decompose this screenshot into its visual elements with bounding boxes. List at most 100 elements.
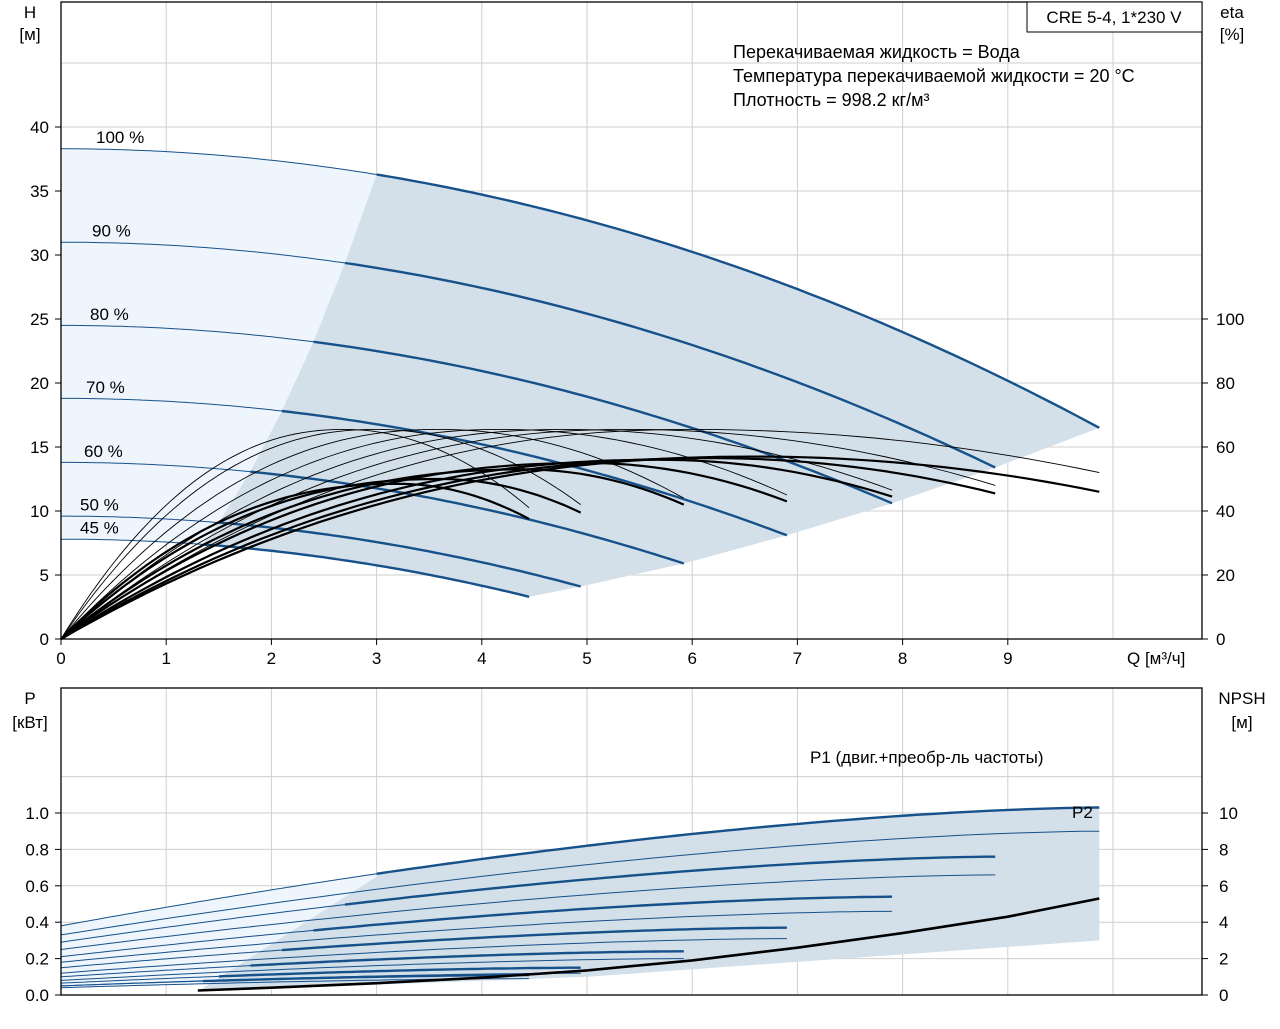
p1-curve-thin: [60, 904, 346, 943]
eta-tick-label: 100: [1216, 310, 1244, 329]
y-tick-label: 5: [40, 566, 49, 585]
head-curve-thin: [61, 397, 282, 412]
speed-label: 80 %: [90, 305, 129, 324]
x-tick-label: 9: [1003, 649, 1012, 668]
p1-curve-bold: [344, 855, 996, 906]
y-tick-label: 15: [30, 438, 49, 457]
speed-label: 45 %: [80, 519, 119, 538]
p-axis-unit: [кВт]: [12, 713, 47, 732]
head-curve-thin: [61, 461, 251, 473]
x-tick-label: 3: [372, 649, 381, 668]
x-tick-label: 2: [267, 649, 276, 668]
npsh-tick-label: 8: [1219, 840, 1228, 859]
head-curve-bold: [344, 261, 996, 469]
p-tick-label: 0.4: [25, 913, 49, 932]
p1-curve-bold: [218, 966, 581, 978]
bottom-plot-frame: [60, 687, 1203, 996]
y-tick-label: 10: [30, 502, 49, 521]
eta-tick-label: 0: [1216, 630, 1225, 649]
y-tick-label: 30: [30, 246, 49, 265]
x-tick-label: 1: [161, 649, 170, 668]
npsh-tick-label: 6: [1219, 877, 1228, 896]
efficiency-curve-bold: [60, 458, 893, 640]
p1-curve-bold: [202, 973, 530, 983]
head-curve-bold: [281, 409, 788, 537]
p2-curve: [60, 958, 684, 981]
eta-tick-label: 60: [1216, 438, 1235, 457]
p2-curve: [60, 874, 996, 950]
eta-tick-label: 40: [1216, 502, 1235, 521]
p1-curve-bold: [250, 950, 684, 967]
y-tick-label: 40: [30, 118, 49, 137]
p1-curve-thin: [60, 873, 377, 927]
npsh-tick-label: 10: [1219, 804, 1238, 823]
p2-curve: [60, 910, 893, 963]
x-tick-label: 6: [687, 649, 696, 668]
x-tick-label: 7: [793, 649, 802, 668]
title-box: [1026, 1, 1203, 33]
head-curve-thin: [61, 324, 314, 343]
efficiency-curve-thin: [60, 428, 530, 640]
efficiency-curve-thin: [60, 428, 788, 640]
head-curve-bold: [250, 470, 685, 565]
chart-title: CRE 5-4, 1*230 V: [1046, 8, 1182, 27]
efficiency-curve-bold: [60, 461, 788, 640]
head-curve-bold: [313, 340, 893, 505]
eta-tick-label: 80: [1216, 374, 1235, 393]
x-tick-label: 4: [477, 649, 486, 668]
p-tick-label: 0.8: [25, 840, 49, 859]
npsh-tick-label: 0: [1219, 986, 1228, 1005]
note-line: Температура перекачиваемой жидкости = 20…: [733, 66, 1135, 86]
p2-curve: [60, 972, 581, 987]
p2-label: P2: [1072, 803, 1093, 822]
head-curve-bold: [218, 521, 582, 588]
speed-label: 90 %: [92, 222, 131, 241]
head-curve-bold: [376, 173, 1100, 429]
p1-curve-thin: [60, 949, 282, 969]
efficiency-curve-bold: [60, 455, 1100, 640]
y-axis-label-top: H: [24, 3, 36, 22]
npsh-tick-label: 2: [1219, 950, 1228, 969]
npsh-axis-label: NPSH: [1218, 689, 1265, 708]
p1-curve-bold: [376, 806, 1100, 875]
note-line: Перекачиваемая жидкость = Вода: [733, 42, 1021, 62]
npsh-tick-label: 4: [1219, 913, 1228, 932]
efficiency-curve-thin: [60, 428, 581, 640]
x-tick-label: 8: [898, 649, 907, 668]
speed-label: 70 %: [86, 378, 125, 397]
top-plot-frame: [60, 1, 1203, 640]
eta-axis-unit: [%]: [1220, 25, 1245, 44]
efficiency-curve-bold: [60, 482, 530, 640]
y-tick-label: 25: [30, 310, 49, 329]
x-axis-label: Q [м³/ч]: [1127, 649, 1185, 668]
head-curve-thin: [61, 241, 346, 264]
p1-curve-bold: [313, 895, 893, 932]
p1-curve-thin: [60, 975, 219, 984]
efficiency-curve-thin: [60, 428, 685, 640]
p1-curve-thin: [60, 965, 251, 978]
p-tick-label: 0.2: [25, 950, 49, 969]
p1-label: P1 (двиг.+преобр-ль частоты): [810, 748, 1043, 767]
note-line: Плотность = 998.2 кг/м³: [733, 90, 929, 110]
power-operating-area: [197, 807, 1100, 992]
head-curve-thin: [61, 148, 377, 175]
p-tick-label: 1.0: [25, 804, 49, 823]
efficiency-curve-bold: [60, 477, 582, 640]
y-tick-label: 35: [30, 182, 49, 201]
p-tick-label: 0.6: [25, 877, 49, 896]
head-curve-thin: [61, 515, 219, 524]
p1-curve-thin: [60, 929, 314, 958]
npsh-axis-unit: [м]: [1231, 713, 1252, 732]
speed-label: 50 %: [80, 496, 119, 515]
p1-curve-bold: [281, 926, 787, 952]
eta-tick-label: 20: [1216, 566, 1235, 585]
y-axis-unit-top: [м]: [19, 25, 40, 44]
speed-label: 100 %: [96, 128, 144, 147]
p-axis-label: P: [24, 689, 35, 708]
x-tick-label: 0: [56, 649, 65, 668]
y-tick-label: 0: [40, 630, 49, 649]
speed-label: 60 %: [84, 442, 123, 461]
npsh-curve: [197, 897, 1100, 992]
